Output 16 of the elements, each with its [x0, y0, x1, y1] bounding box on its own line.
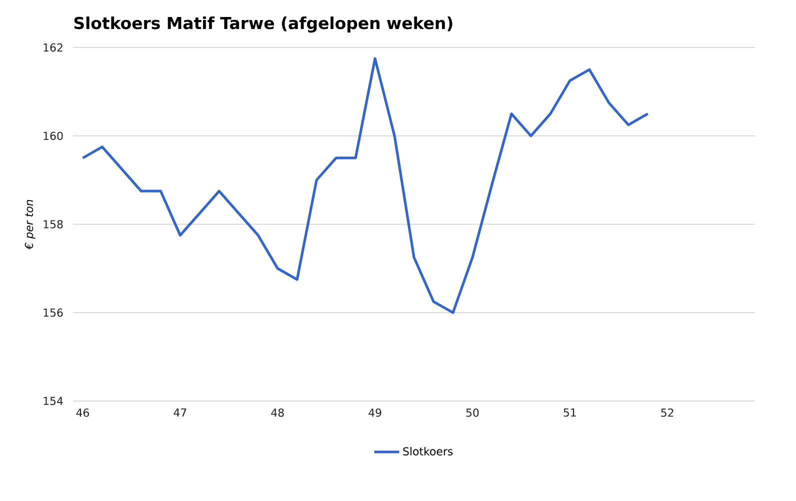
line-series [81, 57, 650, 314]
x-tick-label: 51 [564, 408, 576, 417]
y-tick-label: 162 [44, 43, 62, 52]
y-tick-label: 160 [44, 132, 63, 140]
y-axis-title: € per ton [24, 200, 36, 250]
y-tick-label: 154 [44, 396, 63, 406]
x-tick-label: 49 [368, 408, 382, 417]
y-tick-label: 158 [44, 220, 63, 228]
x-tick-label: 50 [466, 408, 479, 417]
x-tick-label: 48 [271, 408, 284, 417]
y-tick-label: 156 [44, 308, 63, 317]
x-tick-label: 47 [174, 408, 186, 417]
x-tick-label: 52 [661, 408, 674, 417]
x-tick-label: 46 [76, 408, 90, 417]
legend-label: Slotkoers [403, 446, 453, 456]
chart-title: Slotkoers Matif Tarwe (afgelopen weken) [74, 16, 452, 33]
